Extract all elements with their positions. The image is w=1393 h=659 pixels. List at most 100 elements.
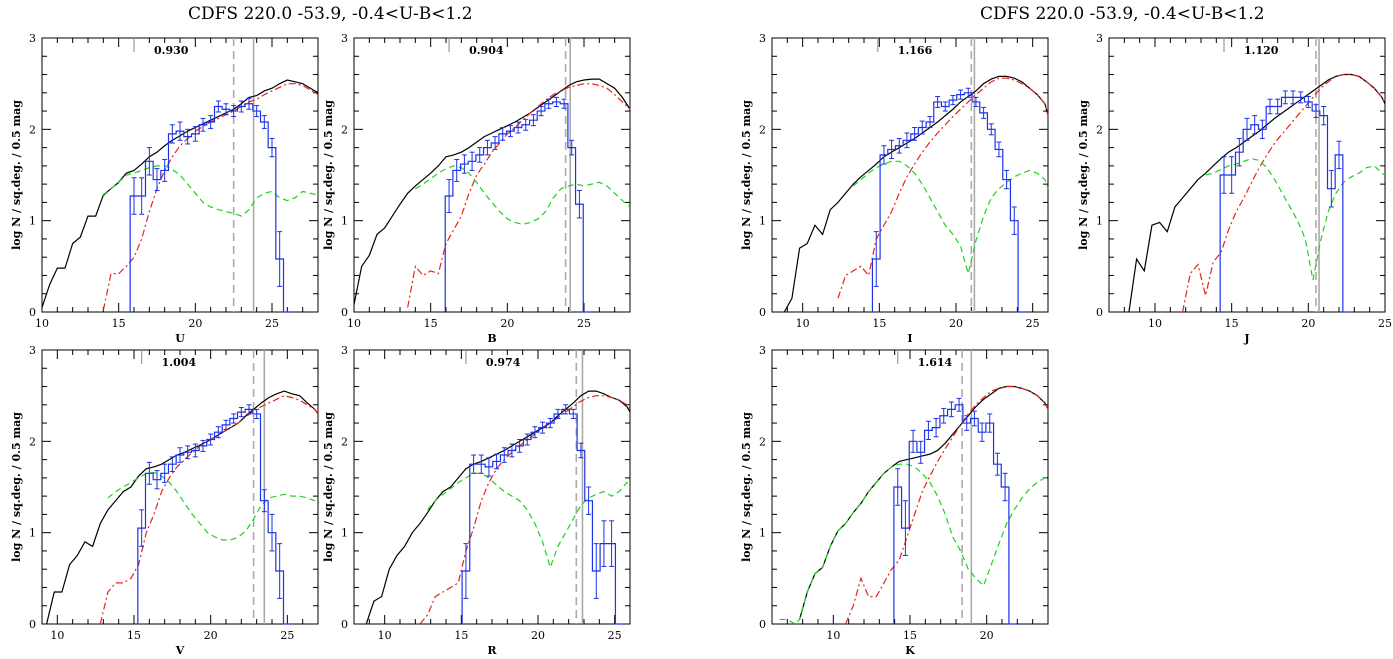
x-axis-label: J xyxy=(1243,332,1249,345)
y-axis-label: log N / sq.deg. / 0.5 mag xyxy=(740,412,753,562)
x-tick-label: 15 xyxy=(127,629,141,642)
model-red-line xyxy=(845,385,1049,625)
x-tick-label: 20 xyxy=(204,629,218,642)
y-tick-label: 0 xyxy=(29,618,36,631)
y-tick-label: 1 xyxy=(1096,215,1103,228)
y-axis-label: log N / sq.deg. / 0.5 mag xyxy=(10,412,23,562)
y-tick-label: 0 xyxy=(29,306,36,319)
x-tick-label: 15 xyxy=(1225,317,1239,330)
x-tick-label: 20 xyxy=(949,317,963,330)
total-line xyxy=(799,385,1049,620)
x-tick-label: 10 xyxy=(378,629,392,642)
y-axis-label: log N / sq.deg. / 0.5 mag xyxy=(10,100,23,250)
y-axis-label: log N / sq.deg. / 0.5 mag xyxy=(1077,100,1090,250)
y-tick-label: 2 xyxy=(341,123,348,136)
y-tick-label: 2 xyxy=(341,435,348,448)
completeness-annotation: 0.974 xyxy=(486,356,521,369)
x-tick-label: 10 xyxy=(796,317,810,330)
x-axis-label: K xyxy=(905,644,915,657)
y-axis-label: log N / sq.deg. / 0.5 mag xyxy=(322,100,335,250)
observed-histogram xyxy=(1219,96,1351,313)
x-tick-label: 25 xyxy=(1026,317,1040,330)
y-axis-label: log N / sq.deg. / 0.5 mag xyxy=(322,412,335,562)
right-group-title: CDFS 220.0 -53.9, -0.4<U-B<1.2 xyxy=(980,4,1265,24)
model-red-line xyxy=(419,395,631,625)
y-tick-label: 3 xyxy=(29,344,36,357)
completeness-annotation: 0.904 xyxy=(469,44,504,57)
y-tick-label: 3 xyxy=(1096,32,1103,45)
completeness-annotation: 1.004 xyxy=(162,356,197,369)
total-line xyxy=(1128,73,1386,313)
model-green-line xyxy=(107,471,318,541)
y-tick-label: 1 xyxy=(759,215,766,228)
x-axis-label: V xyxy=(175,644,185,657)
completeness-annotation: 1.166 xyxy=(898,44,933,57)
y-tick-label: 1 xyxy=(341,215,348,228)
y-tick-label: 1 xyxy=(759,527,766,540)
total-line xyxy=(353,78,631,305)
completeness-annotation: 1.120 xyxy=(1244,44,1279,57)
y-tick-label: 2 xyxy=(759,123,766,136)
x-axis-label: I xyxy=(907,332,912,345)
y-tick-label: 2 xyxy=(1096,123,1103,136)
y-tick-label: 0 xyxy=(1096,306,1103,319)
x-axis-label: U xyxy=(175,332,185,345)
x-tick-label: 15 xyxy=(112,317,126,330)
y-tick-label: 2 xyxy=(29,123,36,136)
x-axis-label: R xyxy=(487,644,497,657)
model-red-line xyxy=(407,83,631,308)
x-tick-label: 15 xyxy=(454,629,468,642)
plot-frame xyxy=(1108,37,1386,313)
x-tick-label: 20 xyxy=(188,317,202,330)
x-tick-label: 10 xyxy=(347,317,361,330)
observed-histogram xyxy=(461,408,624,625)
y-tick-label: 3 xyxy=(341,32,348,45)
y-tick-label: 1 xyxy=(29,527,36,540)
x-tick-label: 15 xyxy=(424,317,438,330)
model-green-line xyxy=(1205,157,1386,281)
x-tick-label: 20 xyxy=(531,629,545,642)
x-tick-label: 10 xyxy=(1148,317,1162,330)
model-green-line xyxy=(415,165,631,225)
model-green-line xyxy=(779,463,1048,625)
y-tick-label: 3 xyxy=(759,32,766,45)
x-tick-label: 20 xyxy=(500,317,514,330)
x-tick-label: 10 xyxy=(50,629,64,642)
total-line xyxy=(783,75,1049,313)
x-tick-label: 10 xyxy=(826,629,840,642)
observed-histogram xyxy=(871,92,1026,313)
plot-frame xyxy=(41,349,319,625)
x-tick-label: 15 xyxy=(872,317,886,330)
x-tick-label: 20 xyxy=(1301,317,1315,330)
x-tick-label: 25 xyxy=(265,317,279,330)
y-tick-label: 1 xyxy=(29,215,36,228)
total-line xyxy=(365,390,631,625)
y-tick-label: 0 xyxy=(341,306,348,319)
y-tick-label: 2 xyxy=(759,435,766,448)
model-green-line xyxy=(102,165,319,217)
x-tick-label: 25 xyxy=(608,629,622,642)
y-tick-label: 0 xyxy=(341,618,348,631)
observed-histogram xyxy=(893,404,1017,625)
plot-frame xyxy=(41,37,319,313)
y-axis-label: log N / sq.deg. / 0.5 mag xyxy=(740,100,753,250)
y-tick-label: 0 xyxy=(759,306,766,319)
x-tick-label: 20 xyxy=(980,629,994,642)
model-red-line xyxy=(1182,73,1386,313)
x-tick-label: 25 xyxy=(1378,317,1392,330)
y-tick-label: 0 xyxy=(759,618,766,631)
x-tick-label: 10 xyxy=(35,317,49,330)
y-tick-label: 2 xyxy=(29,435,36,448)
model-red-line xyxy=(837,77,1049,299)
y-tick-label: 3 xyxy=(29,32,36,45)
total-line xyxy=(41,79,319,308)
observed-histogram xyxy=(129,103,292,313)
x-tick-label: 25 xyxy=(577,317,591,330)
model-green-line xyxy=(852,160,1049,274)
